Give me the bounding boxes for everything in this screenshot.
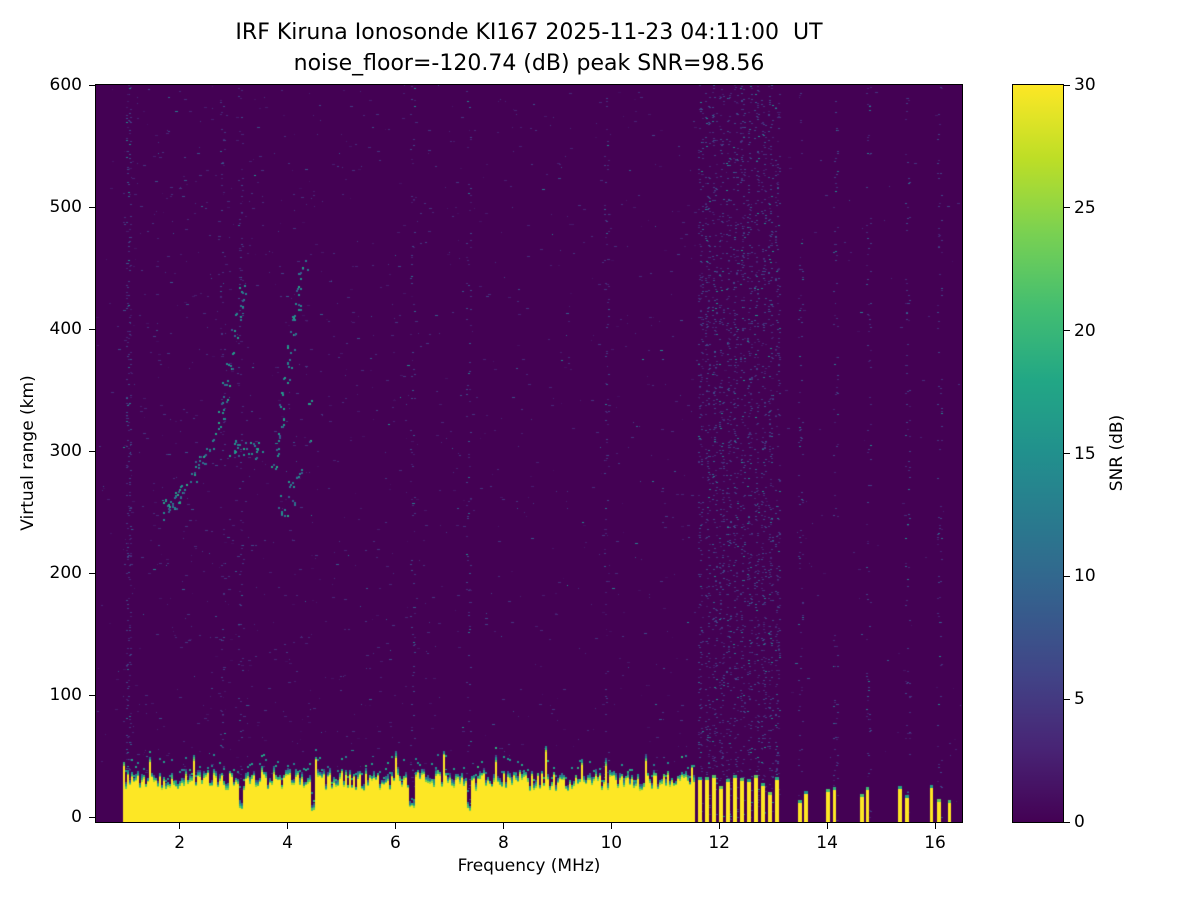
- y-tick-label: 100: [49, 685, 82, 706]
- colorbar-tick-label: 15: [1074, 443, 1096, 464]
- heatmap-canvas: [96, 85, 962, 822]
- x-tick-label: 4: [282, 833, 293, 853]
- y-tick-mark: [89, 328, 95, 330]
- colorbar-tick-label: 0: [1074, 812, 1085, 832]
- x-tick-mark: [179, 823, 181, 829]
- x-tick-mark: [502, 823, 504, 829]
- y-tick-label: 200: [49, 563, 82, 584]
- y-tick-mark: [89, 206, 95, 208]
- colorbar-label: SNR (dB): [1107, 414, 1127, 492]
- plot-area: [95, 84, 963, 823]
- colorbar-tick-mark: [1064, 821, 1070, 823]
- colorbar-tick-mark: [1064, 698, 1070, 700]
- colorbar-tick-label: 5: [1074, 689, 1085, 710]
- chart-subtitle: noise_floor=-120.74 (dB) peak SNR=98.56: [293, 51, 765, 76]
- y-tick-mark: [89, 450, 95, 452]
- y-tick-label: 400: [49, 319, 82, 340]
- x-tick-label: 8: [497, 833, 509, 853]
- chart-title: IRF Kiruna Ionosonde KI167 2025-11-23 04…: [235, 20, 823, 45]
- x-tick-mark: [287, 823, 289, 829]
- y-tick-mark: [89, 572, 95, 574]
- colorbar-tick-mark: [1064, 84, 1070, 86]
- y-tick-mark: [89, 694, 95, 696]
- colorbar-gradient: [1013, 85, 1063, 822]
- colorbar-tick-mark: [1064, 207, 1070, 209]
- x-tick-mark: [718, 823, 720, 829]
- y-tick-label: 600: [49, 75, 82, 95]
- x-tick-label: 6: [390, 833, 401, 853]
- x-tick-mark: [934, 823, 936, 829]
- colorbar-tick-label: 10: [1074, 566, 1096, 587]
- y-tick-mark: [89, 84, 95, 86]
- colorbar-tick-mark: [1064, 575, 1070, 577]
- x-tick-label: 16: [924, 833, 946, 853]
- colorbar-tick-label: 30: [1074, 75, 1096, 95]
- y-tick-label: 500: [49, 197, 82, 218]
- x-tick-label: 14: [816, 833, 838, 853]
- colorbar-tick-mark: [1064, 330, 1070, 332]
- x-tick-mark: [826, 823, 828, 829]
- x-tick-label: 12: [708, 833, 731, 853]
- x-tick-mark: [394, 823, 396, 829]
- y-tick-mark: [89, 816, 95, 818]
- y-tick-label: 300: [49, 441, 82, 462]
- colorbar-tick-label: 25: [1074, 197, 1096, 218]
- colorbar: [1012, 84, 1064, 823]
- x-tick-mark: [610, 823, 612, 829]
- x-axis-label: Frequency (MHz): [457, 856, 601, 876]
- y-tick-label: 0: [71, 807, 82, 828]
- x-tick-label: 10: [600, 833, 623, 853]
- x-tick-label: 2: [174, 833, 186, 853]
- colorbar-tick-mark: [1064, 453, 1070, 454]
- colorbar-tick-label: 20: [1074, 320, 1096, 341]
